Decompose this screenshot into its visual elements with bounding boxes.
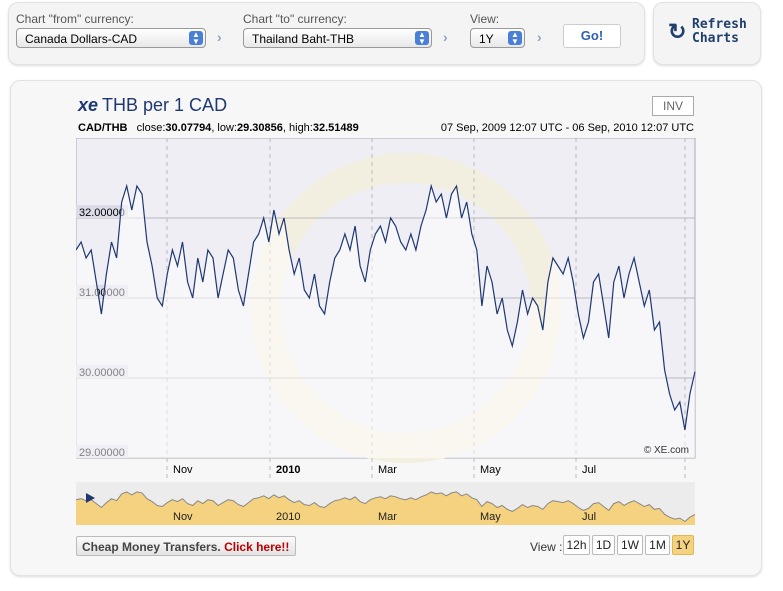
xe-logo: xe (78, 95, 99, 115)
view-value: 1Y (479, 32, 494, 46)
rate-chart[interactable]: Nov2010MarMayJul29.0000030.0000031.00000… (76, 138, 696, 528)
low-label: , low: (211, 122, 237, 134)
pair-label: CAD/THB (78, 122, 128, 134)
close-label: close: (136, 122, 166, 134)
chart-stats: CAD/THB close:30.07794, low:29.30856, hi… (78, 122, 359, 134)
overview-tick-label: Nov (173, 511, 193, 523)
x-tick-label: Mar (378, 464, 397, 476)
view-button-1y[interactable]: 1Y (672, 535, 694, 555)
overview-area (76, 491, 695, 525)
from-currency-label: Chart "from" currency: (16, 12, 134, 26)
transfer-click-here: Click here!! (224, 540, 290, 554)
x-tick-label: 2010 (276, 464, 300, 476)
overview-tick-label: May (480, 511, 501, 523)
to-currency-select[interactable]: Thailand Baht-THB ▲ ▼ (243, 28, 432, 48)
chevron-right-icon: › (443, 29, 448, 45)
view-button-1m[interactable]: 1M (645, 535, 670, 555)
overview-line (76, 491, 696, 523)
high-label: , high: (282, 122, 313, 134)
transfer-text: Cheap Money Transfers. (82, 540, 221, 554)
view-button-1d[interactable]: 1D (592, 535, 615, 555)
charts-label: Charts (692, 31, 739, 46)
rate-line (76, 183, 696, 431)
from-currency-select[interactable]: Canada Dollars-CAD ▲ ▼ (16, 28, 206, 48)
high-value: 32.51489 (312, 122, 359, 134)
x-tick-label: Jul (582, 464, 596, 476)
view-range-label: View : (530, 540, 563, 554)
go-button[interactable]: Go! (563, 24, 621, 48)
y-tick-bg (76, 205, 128, 218)
select-arrows-icon: ▲ ▼ (415, 31, 429, 46)
view-label: View: (470, 12, 500, 26)
refresh-icon: ↻ (668, 19, 687, 44)
y-tick-label: 32.00000 (79, 207, 125, 219)
refresh-label: Refresh (692, 17, 747, 32)
overview-handle-icon (86, 493, 95, 503)
view-button-1w[interactable]: 1W (617, 535, 643, 555)
view-select[interactable]: 1Y ▲ ▼ (470, 28, 525, 48)
refresh-charts-button[interactable]: ↻ Refresh Charts (653, 2, 761, 65)
date-range: 07 Sep, 2009 12:07 UTC - 06 Sep, 2010 12… (440, 122, 694, 134)
x-tick-label: Nov (173, 464, 193, 476)
close-value: 30.07794 (165, 122, 212, 134)
invert-button[interactable]: INV (652, 96, 694, 116)
chart-title-text: THB per 1 CAD (102, 95, 228, 115)
x-tick-label: May (480, 464, 501, 476)
overview-tick-label: Jul (582, 511, 596, 523)
to-currency-value: Thailand Baht-THB (252, 32, 355, 46)
from-currency-value: Canada Dollars-CAD (25, 32, 138, 46)
chevron-right-icon: › (217, 29, 222, 45)
overview-tick-label: Mar (378, 511, 397, 523)
chevron-right-icon: › (537, 29, 542, 45)
low-value: 29.30856 (237, 122, 283, 134)
view-button-12h[interactable]: 12h (563, 535, 590, 555)
overview-tick-label: 2010 (276, 511, 300, 523)
select-arrows-icon: ▲ ▼ (508, 31, 522, 46)
chart-title: xe THB per 1 CAD (78, 95, 227, 116)
copyright: © XE.com (644, 445, 689, 456)
select-arrows-icon: ▲ ▼ (189, 31, 203, 46)
to-currency-label: Chart "to" currency: (243, 12, 347, 26)
money-transfer-link[interactable]: Cheap Money Transfers. Click here!! (76, 536, 296, 556)
